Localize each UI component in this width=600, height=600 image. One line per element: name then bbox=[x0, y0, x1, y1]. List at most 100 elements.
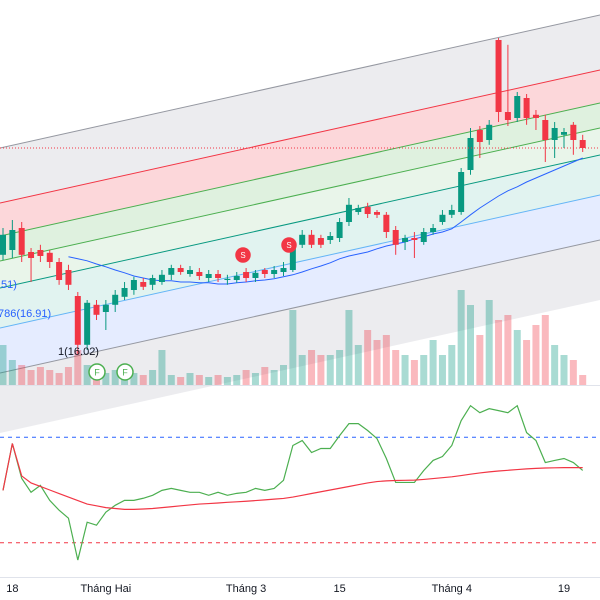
candle-body bbox=[486, 124, 493, 140]
candle-body bbox=[271, 270, 278, 274]
x-tick-label: Tháng 4 bbox=[432, 583, 472, 595]
candle-body bbox=[542, 120, 549, 140]
candle-body bbox=[0, 234, 6, 255]
candle-body bbox=[289, 244, 296, 270]
candle-body bbox=[130, 280, 137, 290]
candle-body bbox=[523, 98, 530, 118]
volume-bar bbox=[560, 355, 568, 385]
channel-band bbox=[0, 240, 600, 433]
candle-body bbox=[168, 268, 175, 275]
volume-bar bbox=[326, 355, 334, 385]
candle-body bbox=[261, 270, 268, 274]
volume-bar bbox=[392, 350, 400, 385]
volume-bar bbox=[485, 300, 493, 385]
signal-label: F bbox=[122, 367, 128, 377]
volume-bar bbox=[261, 367, 269, 385]
candle-body bbox=[561, 132, 567, 135]
candle-body bbox=[18, 228, 25, 255]
candle-body bbox=[495, 40, 502, 112]
candle-body bbox=[579, 140, 586, 148]
candle-body bbox=[252, 272, 259, 278]
volume-bar bbox=[102, 373, 110, 385]
volume-bar bbox=[336, 350, 344, 385]
volume-bar bbox=[214, 375, 222, 385]
channel-band bbox=[0, 195, 600, 373]
volume-bar bbox=[205, 377, 213, 385]
volume-bar bbox=[401, 355, 409, 385]
volume-bar bbox=[410, 360, 418, 385]
channel-line bbox=[0, 194, 600, 329]
volume-bar bbox=[251, 373, 259, 385]
volume-bar bbox=[36, 367, 44, 385]
candle-body bbox=[514, 96, 521, 118]
volume-bar bbox=[448, 345, 456, 385]
volume-bar bbox=[504, 315, 512, 385]
volume-bar bbox=[308, 350, 316, 385]
candle-body bbox=[243, 272, 250, 278]
candle-body bbox=[140, 282, 147, 287]
x-tick-label: 15 bbox=[333, 583, 345, 595]
volume-bar bbox=[0, 345, 7, 385]
volume-bar bbox=[429, 340, 437, 385]
fib-label: .51) bbox=[0, 279, 17, 291]
volume-bar bbox=[495, 320, 503, 385]
volume-bar bbox=[139, 375, 147, 385]
candle-body bbox=[121, 288, 128, 297]
volume-bar bbox=[167, 375, 175, 385]
volume-bar bbox=[233, 375, 241, 385]
channel-line bbox=[0, 102, 600, 237]
volume-bar bbox=[195, 375, 203, 385]
candle-body bbox=[56, 262, 63, 280]
volume-bar bbox=[420, 355, 428, 385]
x-tick-label: 18 bbox=[6, 583, 18, 595]
candle-body bbox=[102, 304, 109, 312]
candle-body bbox=[532, 114, 539, 118]
candle-body bbox=[317, 238, 324, 245]
candle-body bbox=[233, 276, 240, 280]
signal-marker bbox=[235, 247, 251, 263]
candle-body bbox=[374, 212, 380, 215]
volume-bar bbox=[83, 365, 91, 385]
channel-band bbox=[0, 70, 600, 236]
volume-bar bbox=[46, 370, 54, 385]
signal-marker bbox=[281, 237, 297, 253]
volume-bar bbox=[177, 377, 185, 385]
signal-label: S bbox=[240, 251, 245, 260]
candle-body bbox=[158, 274, 165, 282]
volume-bar bbox=[242, 370, 250, 385]
volume-bar bbox=[270, 370, 278, 385]
candle-body bbox=[570, 124, 577, 140]
volume-bar bbox=[130, 373, 138, 385]
signal-marker bbox=[116, 363, 134, 381]
candle-body bbox=[383, 214, 390, 232]
candle-body bbox=[439, 214, 446, 222]
x-tick-label: 19 bbox=[558, 583, 570, 595]
candle-body bbox=[205, 274, 212, 278]
volume-bar bbox=[579, 375, 587, 385]
channel-line bbox=[0, 239, 600, 374]
candle-body bbox=[93, 304, 100, 315]
volume-bar bbox=[55, 373, 63, 385]
candle-body bbox=[336, 222, 343, 238]
volume-bar bbox=[280, 365, 287, 385]
candle-body bbox=[392, 230, 399, 245]
candle-body bbox=[224, 278, 231, 280]
channel-line bbox=[0, 154, 600, 289]
candle-body bbox=[28, 252, 35, 258]
candle-body bbox=[74, 296, 81, 345]
volume-bar bbox=[513, 330, 521, 385]
volume-bar bbox=[569, 360, 577, 385]
volume-bar bbox=[64, 367, 72, 385]
candle-body bbox=[9, 230, 16, 250]
signal-marker bbox=[88, 363, 106, 381]
volume-bar bbox=[74, 350, 82, 385]
candle-body bbox=[420, 232, 427, 242]
candle-body bbox=[551, 128, 558, 140]
volume-bar bbox=[532, 325, 540, 385]
candle-body bbox=[280, 268, 287, 272]
candle-body bbox=[458, 172, 465, 212]
candle-body bbox=[65, 270, 72, 285]
candle-body bbox=[187, 270, 193, 274]
oscillator-line bbox=[2, 443, 583, 510]
